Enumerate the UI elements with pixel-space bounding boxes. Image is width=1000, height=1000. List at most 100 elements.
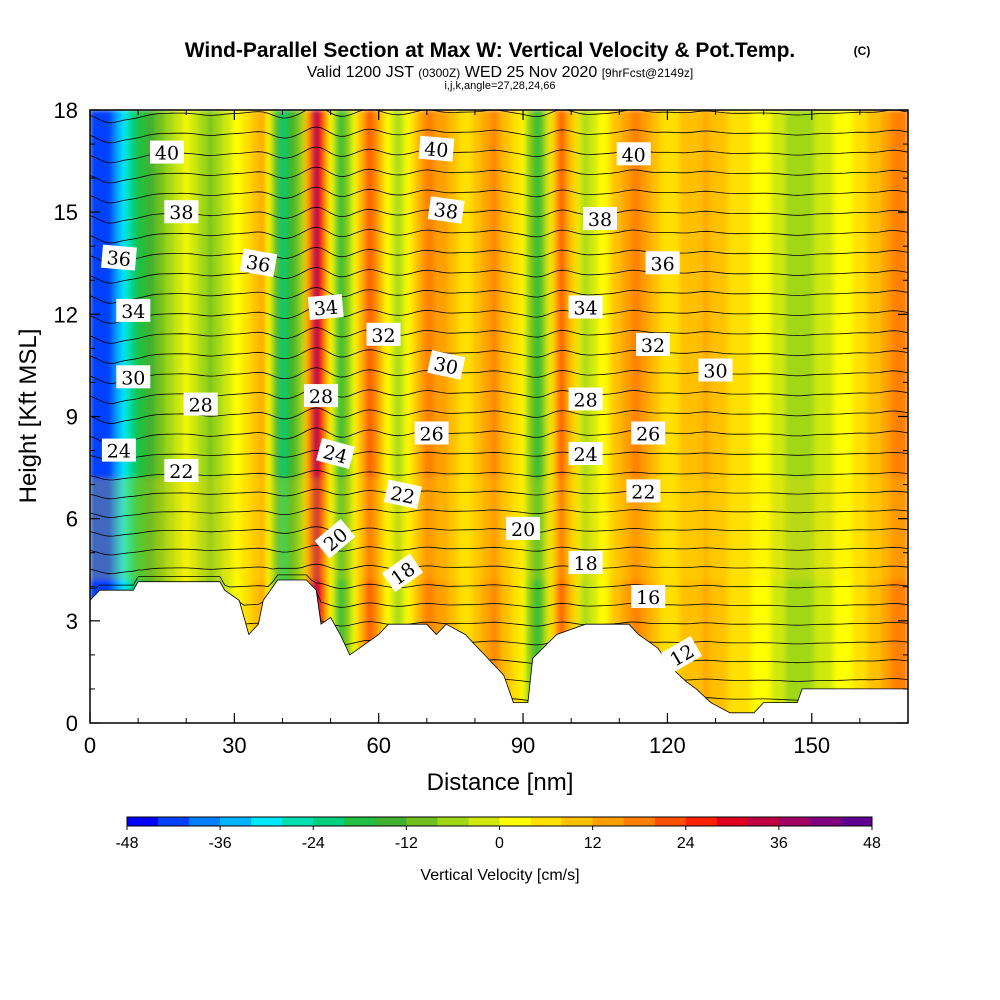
isentrope-16	[90, 574, 908, 590]
isentrope-label-text: 34	[574, 298, 598, 320]
isentrope-label-box	[583, 207, 617, 230]
isentrope-label-34: 34	[568, 295, 603, 320]
isentrope-label-box	[239, 248, 278, 278]
isentrope-label-28: 28	[568, 387, 603, 412]
y-tick-label: 15	[54, 200, 78, 225]
isentrope-label-box	[616, 142, 651, 166]
isentrope-label-20: 20	[506, 516, 541, 541]
isentrope-label-text: 38	[432, 199, 459, 224]
terrain-mask	[90, 579, 908, 723]
y-tick-label: 9	[66, 405, 78, 430]
isentrope-33	[90, 246, 908, 264]
isentrope-label-text: 24	[574, 444, 598, 466]
isentrope-label-text: 38	[588, 209, 612, 231]
isentrope-label-box	[307, 294, 344, 320]
isentrope-label-box	[568, 387, 603, 411]
y-tick-label: 3	[66, 609, 78, 634]
subtitle-forecast: [9hrFcst@2149z]	[602, 66, 694, 80]
isentrope-label-32: 32	[366, 322, 401, 347]
isentrope-18	[90, 544, 908, 556]
isentrope-label-box	[316, 438, 355, 470]
isentrope-label-text: 28	[574, 390, 598, 412]
isentrope-label-text: 16	[636, 587, 660, 609]
isentrope-label-24: 24	[101, 438, 136, 463]
x-tick-label: 120	[649, 733, 686, 758]
isentrope-label-text: 36	[106, 247, 132, 271]
isentrope-label-34: 34	[116, 298, 151, 323]
isentrope-label-26: 26	[414, 421, 449, 446]
isentrope-labels: 40 40 40 38 38 38 36 36 36 34 34 34 32 32 30 30 30 28 28 28…	[101, 135, 733, 673]
isentrope-label-box	[150, 140, 184, 164]
isentrope-label-text: 40	[423, 138, 449, 162]
colorbar-segment	[127, 817, 159, 826]
isentrope-label-30: 30	[116, 365, 151, 389]
isentrope-22	[90, 470, 908, 481]
colorbar-tick-label: -48	[115, 835, 138, 852]
isentrope-label-36: 36	[101, 244, 137, 271]
isentrope-27	[90, 367, 908, 384]
isentrope-label-38: 38	[427, 196, 465, 224]
isentrope-label-box	[304, 384, 338, 408]
colorbar-segment	[158, 817, 190, 826]
y-tick-label: 12	[54, 302, 78, 327]
isentrope-37	[90, 166, 908, 184]
y-axis-label: Height [Kft MSL]	[15, 329, 42, 504]
isentrope-label-28: 28	[183, 392, 218, 417]
isentrope-label-text: 30	[432, 353, 460, 380]
isentrope-label-38: 38	[583, 207, 617, 231]
isentrope-label-34: 34	[307, 294, 344, 321]
isentrope-label-36: 36	[645, 251, 680, 275]
isentrope-label-box	[314, 518, 356, 559]
isentrope-label-box	[183, 392, 218, 416]
isentrope-label-30: 30	[427, 350, 466, 380]
isentrope-label-16: 16	[631, 585, 666, 609]
isentrope-label-22: 22	[626, 479, 661, 503]
isentrope-label-text: 30	[703, 361, 727, 383]
isentrope-label-22: 22	[383, 479, 422, 510]
isentrope-31	[90, 286, 908, 304]
isentrope-label-text: 40	[155, 143, 179, 165]
isentrope-label-box	[698, 358, 733, 382]
isentrope-label-box	[645, 251, 680, 275]
y-tick-label: 0	[66, 711, 78, 736]
isentrope-label-40: 40	[616, 142, 651, 166]
isentrope-25	[90, 407, 908, 425]
isentrope-19	[90, 526, 908, 537]
isentrope-label-box	[116, 298, 151, 322]
y-tick-label: 6	[66, 507, 78, 532]
isentrope-label-box	[164, 459, 199, 482]
isentrope-label-box	[506, 516, 541, 540]
isentrope-20	[90, 507, 908, 518]
isentrope-label-text: 28	[309, 386, 333, 408]
isentrope-label-text: 28	[189, 395, 213, 417]
colorbar-segment	[716, 817, 749, 826]
x-tick-label: 30	[222, 733, 246, 758]
isentrope-21	[90, 488, 908, 500]
isentrope-32	[90, 266, 908, 284]
chart-subtitle: Valid 1200 JST (0300Z) WED 25 Nov 2020 […	[307, 64, 694, 81]
isentrope-29	[90, 327, 908, 344]
colorbar-segment	[530, 817, 562, 826]
colorbar-segment	[592, 817, 624, 826]
colorbar-segment	[344, 817, 376, 826]
colorbar-segment	[747, 817, 780, 826]
isentrope-label-28: 28	[304, 384, 338, 408]
x-tick-label: 150	[793, 733, 830, 758]
isentrope-label-text: 18	[574, 553, 598, 575]
colorbar-segment	[220, 817, 252, 826]
x-tick-label: 60	[366, 733, 390, 758]
isentrope-26	[90, 387, 908, 405]
isentrope-label-box	[568, 550, 603, 574]
isentrope-30	[90, 307, 908, 324]
colorbar-segment	[468, 817, 500, 826]
plot-area: 40 40 40 38 38 38 36 36 36 34 34 34 32 32 30 30 30 28 28 28…	[90, 110, 908, 723]
colorbar-segment	[840, 817, 873, 826]
isentrope-label-box	[626, 479, 661, 503]
isentrope-label-text: 22	[388, 483, 416, 510]
colorbar-tick-label: -36	[209, 835, 232, 852]
isentrope-38	[90, 146, 908, 164]
colorbar-segment	[499, 817, 531, 826]
chart-title: Wind-Parallel Section at Max W: Vertical…	[185, 39, 796, 62]
isentrope-36	[90, 186, 908, 204]
